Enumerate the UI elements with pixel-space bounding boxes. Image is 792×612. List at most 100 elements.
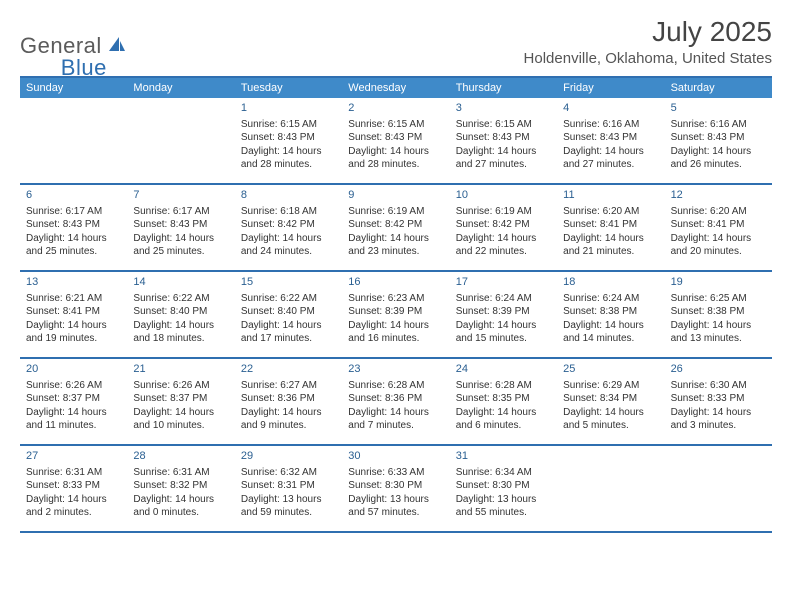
day-number: 10 <box>456 188 551 203</box>
sunset-text: Sunset: 8:30 PM <box>348 479 443 493</box>
sunrise-text: Sunrise: 6:31 AM <box>133 466 228 480</box>
sunrise-text: Sunrise: 6:15 AM <box>241 118 336 132</box>
day-cell: 30 Sunrise: 6:33 AMSunset: 8:30 PMDayligh… <box>342 446 449 531</box>
sunrise-text: Sunrise: 6:21 AM <box>26 292 121 306</box>
brand-logo: General Blue <box>20 22 107 70</box>
brand-word-2: Blue <box>61 55 107 81</box>
sunset-text: Sunset: 8:43 PM <box>563 131 658 145</box>
sunrise-text: Sunrise: 6:22 AM <box>133 292 228 306</box>
daylight-text: Daylight: 14 hours and 6 minutes. <box>456 406 551 433</box>
daylight-text: Daylight: 13 hours and 57 minutes. <box>348 493 443 520</box>
day-number: 22 <box>241 362 336 377</box>
daylight-text: Daylight: 13 hours and 55 minutes. <box>456 493 551 520</box>
sunset-text: Sunset: 8:41 PM <box>26 305 121 319</box>
day-cell: 20Sunrise: 6:26 AMSunset: 8:37 PMDayligh… <box>20 359 127 444</box>
day-cell: 29Sunrise: 6:32 AMSunset: 8:31 PMDayligh… <box>235 446 342 531</box>
daylight-text: Daylight: 14 hours and 25 minutes. <box>26 232 121 259</box>
day-number: 28 <box>133 449 228 464</box>
daylight-text: Daylight: 14 hours and 23 minutes. <box>348 232 443 259</box>
sunset-text: Sunset: 8:42 PM <box>456 218 551 232</box>
day-cell: 11Sunrise: 6:20 AMSunset: 8:41 PMDayligh… <box>557 185 664 270</box>
calendar: SundayMondayTuesdayWednesdayThursdayFrid… <box>20 76 772 533</box>
empty-cell <box>127 98 234 183</box>
daylight-text: Daylight: 14 hours and 16 minutes. <box>348 319 443 346</box>
sunset-text: Sunset: 8:43 PM <box>133 218 228 232</box>
day-number: 9 <box>348 188 443 203</box>
daylight-text: Daylight: 14 hours and 22 minutes. <box>456 232 551 259</box>
sunrise-text: Sunrise: 6:16 AM <box>563 118 658 132</box>
day-number: 20 <box>26 362 121 377</box>
day-number: 18 <box>563 275 658 290</box>
sunset-text: Sunset: 8:39 PM <box>348 305 443 319</box>
sunset-text: Sunset: 8:43 PM <box>348 131 443 145</box>
sunrise-text: Sunrise: 6:24 AM <box>563 292 658 306</box>
daylight-text: Daylight: 14 hours and 26 minutes. <box>671 145 766 172</box>
sunrise-text: Sunrise: 6:28 AM <box>456 379 551 393</box>
sunrise-text: Sunrise: 6:22 AM <box>241 292 336 306</box>
daylight-text: Daylight: 14 hours and 10 minutes. <box>133 406 228 433</box>
day-number: 8 <box>241 188 336 203</box>
day-cell: 17 Sunrise: 6:24 AMSunset: 8:39 PMDayligh… <box>450 272 557 357</box>
day-number: 3 <box>456 101 551 116</box>
month-title: July 2025 <box>524 16 772 48</box>
sunset-text: Sunset: 8:37 PM <box>26 392 121 406</box>
weeks-container: 1Sunrise: 6:15 AMSunset: 8:43 PMDaylight… <box>20 98 772 533</box>
day-cell: 27Sunrise: 6:31 AMSunset: 8:33 PMDayligh… <box>20 446 127 531</box>
daylight-text: Daylight: 14 hours and 15 minutes. <box>456 319 551 346</box>
sunset-text: Sunset: 8:32 PM <box>133 479 228 493</box>
sunset-text: Sunset: 8:40 PM <box>133 305 228 319</box>
daylight-text: Daylight: 14 hours and 11 minutes. <box>26 406 121 433</box>
daylight-text: Daylight: 14 hours and 2 minutes. <box>26 493 121 520</box>
empty-cell <box>665 446 772 531</box>
day-number: 4 <box>563 101 658 116</box>
daylight-text: Daylight: 14 hours and 27 minutes. <box>563 145 658 172</box>
day-number: 21 <box>133 362 228 377</box>
daylight-text: Daylight: 14 hours and 21 minutes. <box>563 232 658 259</box>
day-number: 17 <box>456 275 551 290</box>
daylight-text: Daylight: 14 hours and 3 minutes. <box>671 406 766 433</box>
daylight-text: Daylight: 14 hours and 17 minutes. <box>241 319 336 346</box>
day-header-row: SundayMondayTuesdayWednesdayThursdayFrid… <box>20 78 772 98</box>
day-number: 30 <box>348 449 443 464</box>
sunrise-text: Sunrise: 6:24 AM <box>456 292 551 306</box>
daylight-text: Daylight: 14 hours and 9 minutes. <box>241 406 336 433</box>
title-block: July 2025 Holdenville, Oklahoma, United … <box>524 16 772 67</box>
day-cell: 3Sunrise: 6:15 AMSunset: 8:43 PMDaylight… <box>450 98 557 183</box>
sunrise-text: Sunrise: 6:28 AM <box>348 379 443 393</box>
daylight-text: Daylight: 14 hours and 19 minutes. <box>26 319 121 346</box>
sunset-text: Sunset: 8:31 PM <box>241 479 336 493</box>
sunset-text: Sunset: 8:36 PM <box>348 392 443 406</box>
sunrise-text: Sunrise: 6:25 AM <box>671 292 766 306</box>
day-cell: 10Sunrise: 6:19 AMSunset: 8:42 PMDayligh… <box>450 185 557 270</box>
daylight-text: Daylight: 14 hours and 27 minutes. <box>456 145 551 172</box>
day-cell: 22Sunrise: 6:27 AMSunset: 8:36 PMDayligh… <box>235 359 342 444</box>
sunset-text: Sunset: 8:41 PM <box>671 218 766 232</box>
day-number: 13 <box>26 275 121 290</box>
sunset-text: Sunset: 8:39 PM <box>456 305 551 319</box>
day-number: 25 <box>563 362 658 377</box>
header: General Blue July 2025 Holdenville, Okla… <box>20 16 772 70</box>
day-cell: 15Sunrise: 6:22 AMSunset: 8:40 PMDayligh… <box>235 272 342 357</box>
location-text: Holdenville, Oklahoma, United States <box>524 50 772 67</box>
day-number: 5 <box>671 101 766 116</box>
sunset-text: Sunset: 8:38 PM <box>671 305 766 319</box>
week-row: 20Sunrise: 6:26 AMSunset: 8:37 PMDayligh… <box>20 359 772 446</box>
day-number: 2 <box>348 101 443 116</box>
daylight-text: Daylight: 14 hours and 5 minutes. <box>563 406 658 433</box>
day-number: 29 <box>241 449 336 464</box>
day-cell: 19Sunrise: 6:25 AMSunset: 8:38 PMDayligh… <box>665 272 772 357</box>
empty-cell <box>20 98 127 183</box>
day-cell: 8Sunrise: 6:18 AMSunset: 8:42 PMDaylight… <box>235 185 342 270</box>
day-number: 14 <box>133 275 228 290</box>
sunrise-text: Sunrise: 6:33 AM <box>348 466 443 480</box>
sunset-text: Sunset: 8:38 PM <box>563 305 658 319</box>
sunset-text: Sunset: 8:41 PM <box>563 218 658 232</box>
day-cell: 4 Sunrise: 6:16 AMSunset: 8:43 PMDaylight… <box>557 98 664 183</box>
day-cell: 6Sunrise: 6:17 AMSunset: 8:43 PMDaylight… <box>20 185 127 270</box>
day-cell: 18Sunrise: 6:24 AMSunset: 8:38 PMDayligh… <box>557 272 664 357</box>
sunset-text: Sunset: 8:43 PM <box>456 131 551 145</box>
day-number: 19 <box>671 275 766 290</box>
sunset-text: Sunset: 8:40 PM <box>241 305 336 319</box>
day-number: 24 <box>456 362 551 377</box>
day-cell: 7Sunrise: 6:17 AMSunset: 8:43 PMDaylight… <box>127 185 234 270</box>
